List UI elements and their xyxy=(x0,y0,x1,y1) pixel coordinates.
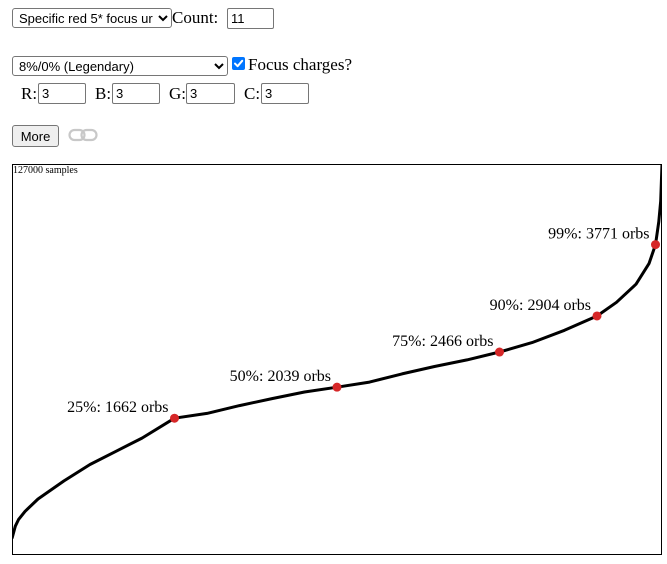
red-count-input[interactable] xyxy=(38,83,86,104)
percentile-label: 90%: 2904 orbs xyxy=(490,297,591,314)
green-count-input[interactable] xyxy=(186,83,235,104)
colorless-count-input[interactable] xyxy=(261,83,309,104)
percentile-marker xyxy=(332,382,342,392)
more-button[interactable]: More xyxy=(12,125,59,147)
checkmark-icon xyxy=(234,59,244,68)
focus-charges-checkbox[interactable] xyxy=(232,57,245,70)
color-label-g: G: xyxy=(169,84,186,103)
mode-select[interactable]: Specific red 5* focus ur xyxy=(12,8,172,28)
count-label: Count: xyxy=(172,8,219,27)
percentile-label: 25%: 1662 orbs xyxy=(67,399,168,416)
color-label-b: B: xyxy=(95,84,112,103)
chart-frame xyxy=(12,164,662,555)
blue-count-input[interactable] xyxy=(112,83,160,104)
distribution-curve xyxy=(12,164,662,539)
color-label-r: R: xyxy=(21,84,38,103)
percentile-marker xyxy=(170,413,179,423)
percentile-marker xyxy=(651,240,660,250)
percentile-marker xyxy=(495,347,504,357)
orbs-percentile-chart: 127000 samples 25%: 1662 orbs 50%: 2039 o… xyxy=(12,164,662,555)
percentile-markers: 25%: 1662 orbs 50%: 2039 orbs 75%: 2466 or… xyxy=(67,226,660,423)
samples-label: 127000 samples xyxy=(13,165,78,176)
link-icon[interactable] xyxy=(68,127,98,143)
focus-charges-label: Focus charges? xyxy=(248,55,353,74)
percentile-label: 99%: 3771 orbs xyxy=(548,226,649,243)
rate-select[interactable]: 8%/0% (Legendary) xyxy=(12,56,228,76)
count-input[interactable] xyxy=(227,8,274,29)
percentile-label: 75%: 2466 orbs xyxy=(392,333,493,350)
color-label-c: C: xyxy=(244,84,261,103)
percentile-label: 50%: 2039 orbs xyxy=(230,368,331,385)
percentile-marker xyxy=(592,311,602,321)
